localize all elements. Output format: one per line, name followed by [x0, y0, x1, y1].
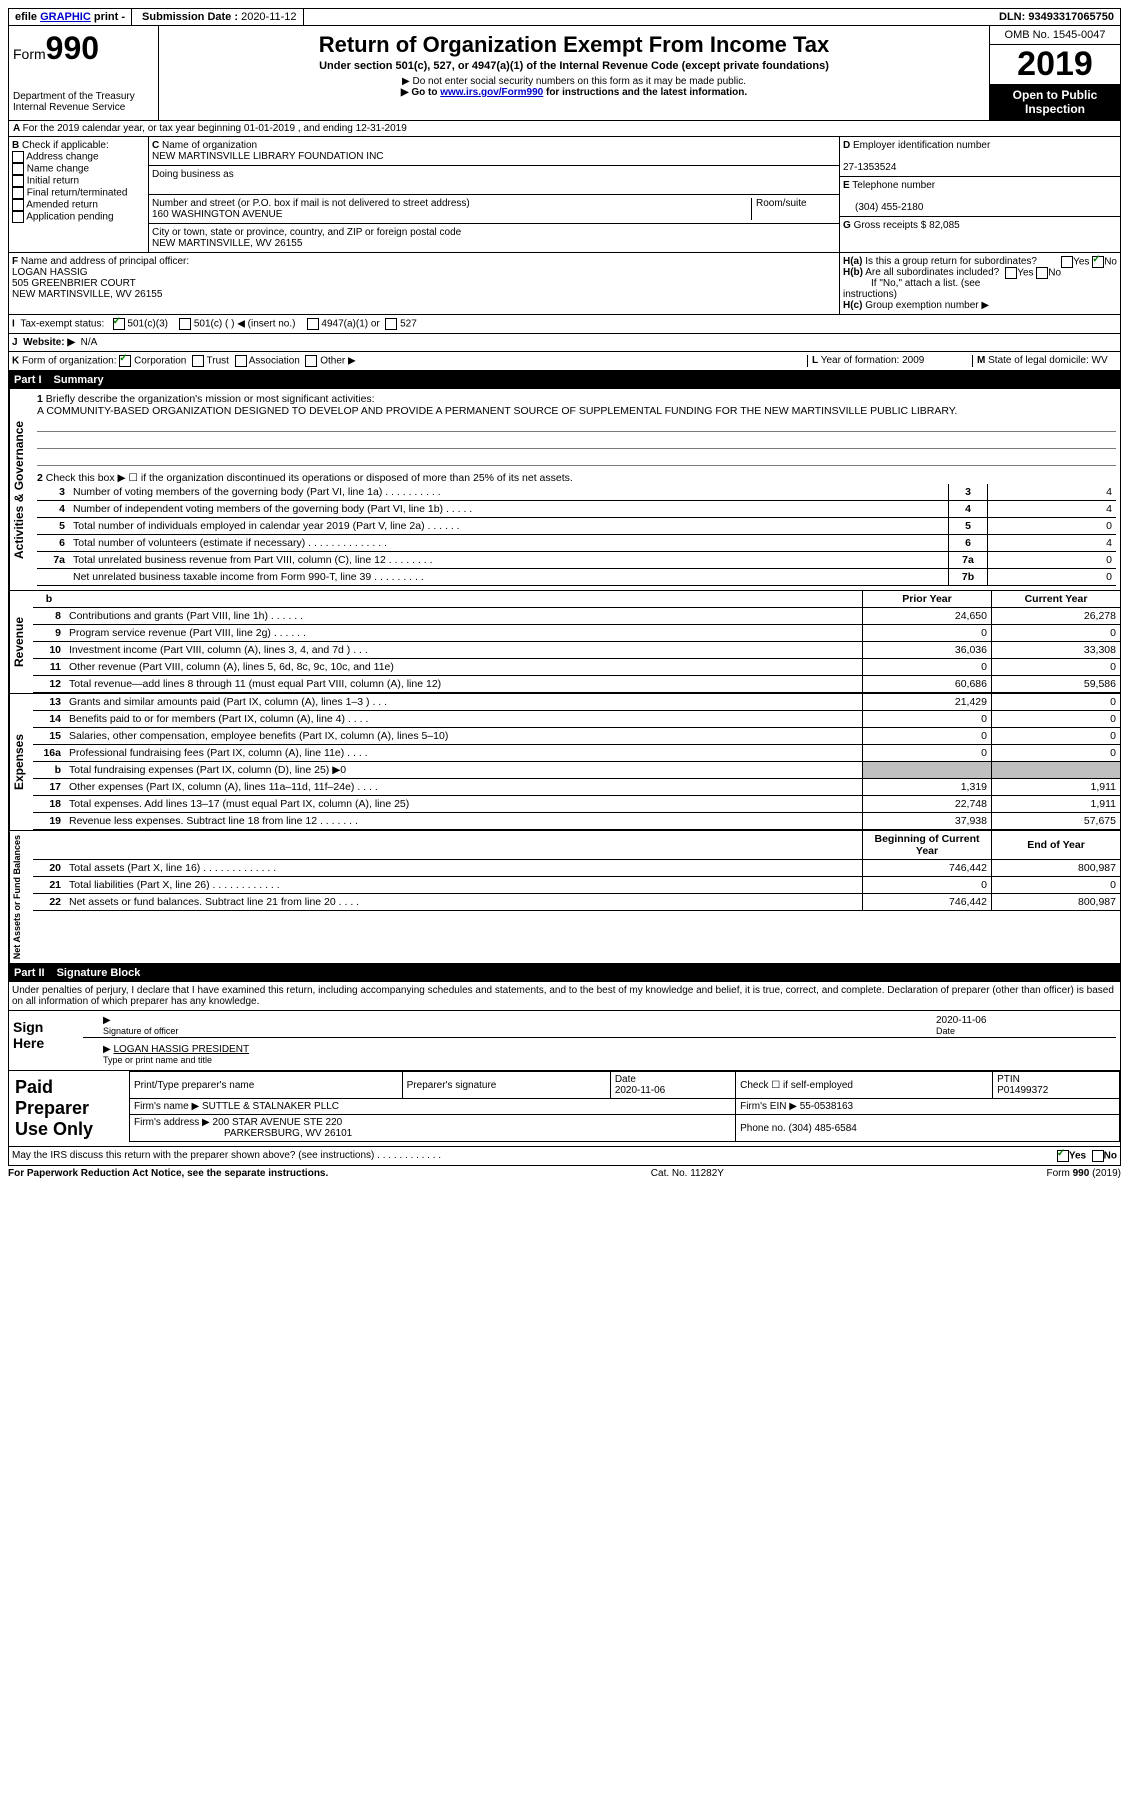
irs-link[interactable]: www.irs.gov/Form990: [440, 87, 543, 98]
dln-cell: DLN: 93493317065750: [993, 9, 1120, 25]
revenue-table: bPrior YearCurrent Year 8Contributions a…: [33, 591, 1120, 693]
submission-cell: Submission Date : 2020-11-12: [136, 9, 303, 25]
form-left: Form990 Department of the Treasury Inter…: [9, 26, 159, 120]
box-f: F Name and address of principal officer:…: [9, 253, 840, 314]
netassets-table: Beginning of Current YearEnd of Year 20T…: [33, 831, 1120, 911]
dept-label: Department of the Treasury Internal Reve…: [13, 91, 154, 113]
box-b: B Check if applicable: Address change Na…: [9, 137, 149, 252]
preparer-label: Paid Preparer Use Only: [9, 1071, 129, 1146]
part-ii-header: Part IISignature Block: [8, 964, 1121, 982]
activities-label: Activities & Governance: [9, 389, 33, 590]
open-public: Open to Public Inspection: [990, 84, 1120, 120]
gov-table: 3Number of voting members of the governi…: [37, 484, 1116, 586]
omb-no: OMB No. 1545-0047: [990, 26, 1120, 45]
section-bcd: B Check if applicable: Address change Na…: [8, 137, 1121, 253]
box-klm: K Form of organization: Corporation Trus…: [8, 352, 1121, 371]
period-a: A For the 2019 calendar year, or tax yea…: [8, 121, 1121, 137]
part-i-header: Part ISummary: [8, 371, 1121, 389]
form-center: Return of Organization Exempt From Incom…: [159, 26, 990, 120]
form-title: Return of Organization Exempt From Incom…: [163, 32, 985, 58]
activities-section: Activities & Governance 1 Briefly descri…: [8, 389, 1121, 591]
sig-declaration: Under penalties of perjury, I declare th…: [8, 982, 1121, 1011]
netassets-section: Net Assets or Fund Balances Beginning of…: [8, 831, 1121, 964]
note-link: ▶ Go to www.irs.gov/Form990 for instruct…: [163, 87, 985, 98]
section-fh: F Name and address of principal officer:…: [8, 253, 1121, 315]
graphic-link[interactable]: GRAPHIC: [40, 11, 91, 23]
sign-here-row: Sign Here ▶Signature of officer2020-11-0…: [8, 1011, 1121, 1071]
preparer-table: Print/Type preparer's namePreparer's sig…: [129, 1071, 1120, 1142]
top-bar: efile GRAPHIC print - Submission Date : …: [8, 8, 1121, 26]
form-right: OMB No. 1545-0047 2019 Open to Public In…: [990, 26, 1120, 120]
revenue-label: Revenue: [9, 591, 33, 693]
revenue-section: Revenue bPrior YearCurrent Year 8Contrib…: [8, 591, 1121, 694]
sign-here-label: Sign Here: [9, 1011, 79, 1070]
note-ssn: ▶ Do not enter social security numbers o…: [163, 76, 985, 87]
box-c: C Name of organizationNEW MARTINSVILLE L…: [149, 137, 840, 252]
netassets-label: Net Assets or Fund Balances: [9, 831, 33, 963]
form-header: Form990 Department of the Treasury Inter…: [8, 26, 1121, 121]
tax-year: 2019: [990, 45, 1120, 84]
box-deg: D Employer identification number27-13535…: [840, 137, 1120, 252]
box-h: H(a) Is this a group return for subordin…: [840, 253, 1120, 314]
expenses-label: Expenses: [9, 694, 33, 830]
preparer-section: Paid Preparer Use Only Print/Type prepar…: [8, 1071, 1121, 1147]
box-i: I Tax-exempt status: 501(c)(3) 501(c) ( …: [8, 315, 1121, 334]
expenses-section: Expenses 13Grants and similar amounts pa…: [8, 694, 1121, 831]
box-j: J Website: ▶ N/A: [8, 334, 1121, 352]
subtitle: Under section 501(c), 527, or 4947(a)(1)…: [163, 60, 985, 72]
expenses-table: 13Grants and similar amounts paid (Part …: [33, 694, 1120, 830]
footer: For Paperwork Reduction Act Notice, see …: [8, 1166, 1121, 1179]
efile-label: efile GRAPHIC print -: [9, 9, 132, 25]
discuss-row: May the IRS discuss this return with the…: [8, 1147, 1121, 1166]
